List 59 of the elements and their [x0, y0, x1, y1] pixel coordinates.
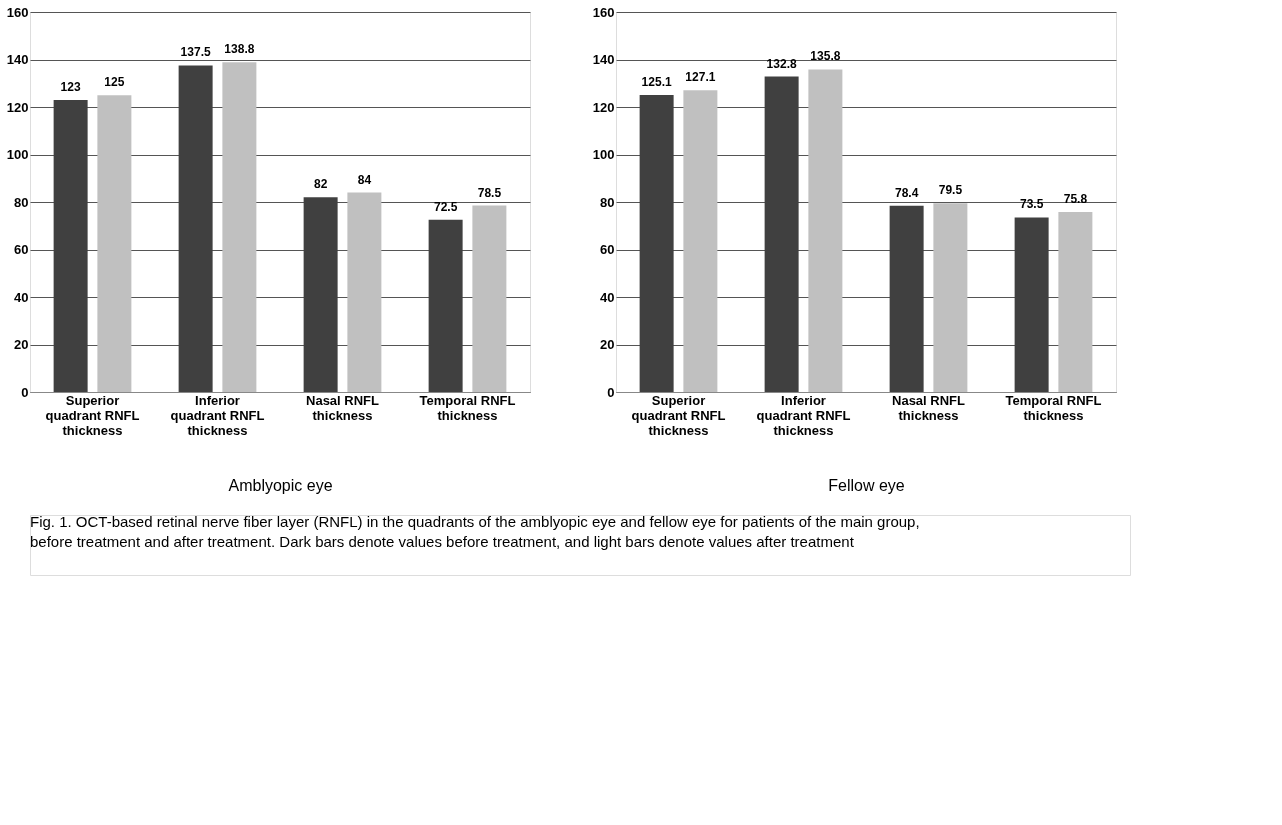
bar: [933, 203, 968, 392]
y-tick-label: 80: [14, 194, 29, 210]
bar: [639, 94, 674, 392]
x-axis-title: Fellow eye: [828, 476, 905, 494]
data-label: 125.1: [641, 74, 672, 89]
bar: [472, 205, 507, 392]
x-tick-label: Nasal RNFL thickness: [892, 392, 966, 423]
data-label: 127.1: [685, 70, 716, 85]
bar: [222, 62, 257, 392]
x-tick-label: Inferior quadrant RNFL thickness: [170, 392, 265, 438]
data-label: 137.5: [180, 45, 211, 60]
y-tick-label: 0: [607, 384, 615, 400]
y-tick-label: 140: [6, 52, 29, 67]
bar: [53, 99, 88, 392]
data-label: 82: [313, 177, 328, 192]
y-tick-label: 20: [14, 337, 29, 352]
y-tick-label: 120: [6, 99, 29, 115]
x-tick-label: Nasal RNFL thickness: [306, 392, 380, 423]
caption: Fig. 1. OCT-based retinal nerve fiber layer (RNFL) in the quadrants of the amblyopic eye and fellow eye for patients of the main group, before treatment and after treatment. Dark bars denote values before treatment, and light bars denote values after treatment: [30, 513, 920, 550]
bar: [303, 197, 338, 392]
x-tick-label: Temporal RNFL thickness: [1005, 392, 1102, 423]
data-label: 78.5: [477, 185, 502, 200]
y-tick-label: 140: [592, 52, 615, 67]
bar: [889, 205, 924, 392]
data-label: 79.5: [938, 183, 963, 198]
y-tick-label: 100: [592, 147, 615, 162]
x-tick-label: Superior quadrant RNFL thickness: [631, 392, 726, 438]
y-tick-label: 160: [6, 4, 29, 20]
bar: [97, 95, 132, 392]
data-label: 138.8: [224, 42, 255, 57]
bar: [1014, 217, 1049, 392]
y-tick-label: 60: [600, 242, 615, 257]
data-label: 125: [104, 75, 125, 90]
x-tick-label: Inferior quadrant RNFL thickness: [756, 392, 851, 438]
data-label: 72.5: [433, 199, 458, 214]
data-label: 132.8: [766, 56, 797, 71]
y-tick-label: 20: [600, 337, 615, 352]
bar: [1058, 211, 1093, 392]
data-label: 84: [357, 172, 372, 187]
bar: [764, 76, 799, 392]
x-axis-title: Amblyopic eye: [228, 476, 333, 494]
bar: [808, 69, 843, 392]
y-tick-label: 100: [6, 147, 29, 162]
data-label: 135.8: [810, 49, 841, 64]
bar: [683, 90, 718, 392]
data-label: 123: [60, 79, 81, 94]
bar: [347, 192, 382, 392]
data-label: 78.4: [894, 185, 919, 200]
y-tick-label: 160: [592, 4, 615, 20]
bar: [428, 219, 463, 392]
x-tick-label: Temporal RNFL thickness: [419, 392, 516, 423]
x-tick-label: Superior quadrant RNFL thickness: [45, 392, 140, 438]
y-tick-label: 0: [21, 384, 29, 400]
bar: [178, 65, 213, 392]
y-tick-label: 80: [600, 194, 615, 210]
y-tick-label: 40: [600, 289, 615, 305]
y-tick-label: 60: [14, 242, 29, 257]
y-tick-label: 120: [592, 99, 615, 115]
y-tick-label: 40: [14, 289, 29, 305]
